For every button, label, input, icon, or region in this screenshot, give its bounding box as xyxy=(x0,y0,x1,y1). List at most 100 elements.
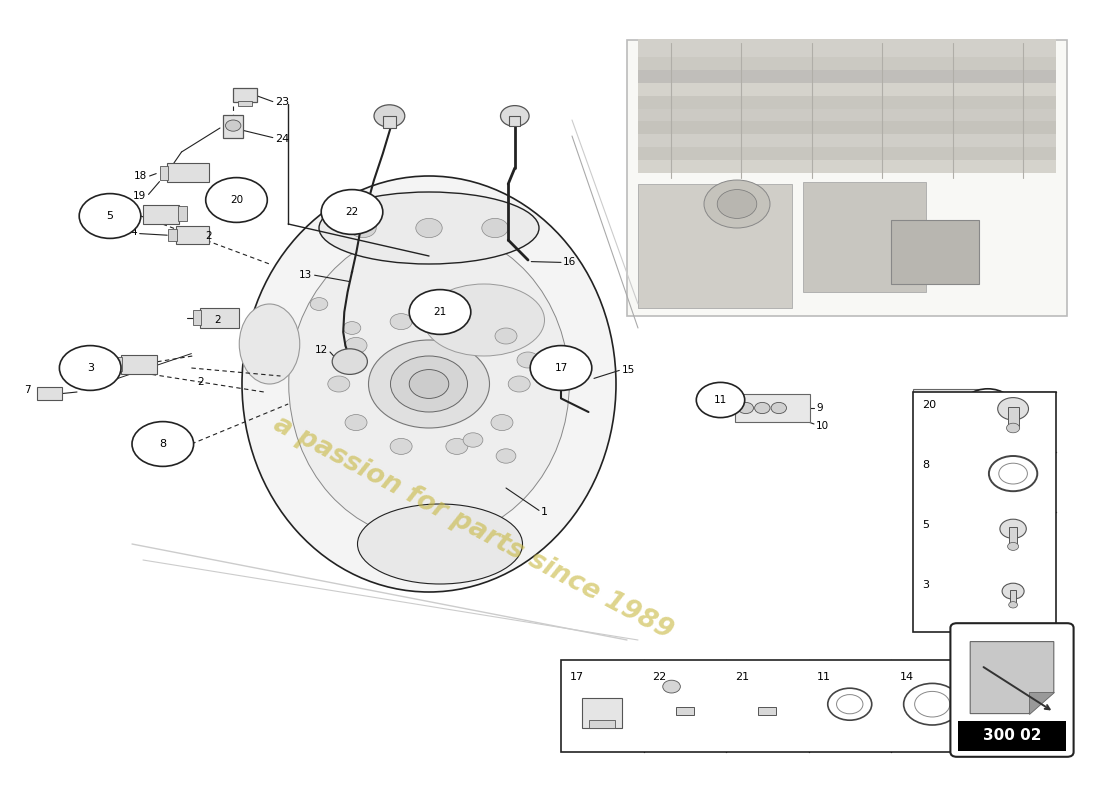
Circle shape xyxy=(482,218,508,238)
Bar xyxy=(803,182,926,292)
Ellipse shape xyxy=(288,228,570,540)
Bar xyxy=(1009,527,1018,546)
Circle shape xyxy=(1000,519,1026,538)
Text: 19: 19 xyxy=(133,191,146,201)
Bar xyxy=(37,387,62,400)
Text: 3: 3 xyxy=(87,363,94,373)
Circle shape xyxy=(350,218,376,238)
Text: 3: 3 xyxy=(922,580,928,590)
Circle shape xyxy=(409,290,471,334)
Circle shape xyxy=(530,346,592,390)
Circle shape xyxy=(696,382,745,418)
Circle shape xyxy=(368,340,490,428)
Bar xyxy=(121,355,157,374)
Ellipse shape xyxy=(424,284,544,356)
Text: 10: 10 xyxy=(816,421,829,430)
Bar xyxy=(638,117,1056,134)
Bar xyxy=(638,130,1056,147)
Circle shape xyxy=(836,694,864,714)
Text: 17: 17 xyxy=(570,672,584,682)
Text: 2: 2 xyxy=(197,378,204,387)
Bar xyxy=(113,357,122,371)
Bar xyxy=(675,707,693,715)
Bar xyxy=(223,115,243,138)
Circle shape xyxy=(446,314,468,330)
Text: 21: 21 xyxy=(735,672,749,682)
Bar xyxy=(638,39,1056,57)
Circle shape xyxy=(374,105,405,127)
Circle shape xyxy=(390,438,412,454)
Bar xyxy=(913,389,981,427)
Circle shape xyxy=(1008,542,1019,550)
Bar xyxy=(168,229,177,241)
Bar xyxy=(638,155,1056,173)
Circle shape xyxy=(328,376,350,392)
Circle shape xyxy=(59,346,121,390)
Bar xyxy=(160,166,168,180)
Text: 7: 7 xyxy=(24,385,31,394)
Text: 2: 2 xyxy=(206,231,212,241)
Bar xyxy=(233,88,257,102)
Bar xyxy=(638,184,792,308)
Polygon shape xyxy=(1028,692,1054,714)
Text: 20: 20 xyxy=(230,195,243,205)
Circle shape xyxy=(390,356,468,412)
Circle shape xyxy=(416,218,442,238)
FancyBboxPatch shape xyxy=(950,623,1074,757)
Text: 15: 15 xyxy=(621,366,635,375)
Text: 11: 11 xyxy=(714,395,727,405)
Circle shape xyxy=(79,194,141,238)
Text: 12: 12 xyxy=(315,345,328,354)
Bar xyxy=(176,226,209,244)
Circle shape xyxy=(998,398,1028,420)
Ellipse shape xyxy=(358,504,522,584)
Circle shape xyxy=(491,414,513,430)
Circle shape xyxy=(332,349,367,374)
Circle shape xyxy=(132,422,194,466)
Text: 18: 18 xyxy=(134,171,147,181)
Text: 5: 5 xyxy=(107,211,113,221)
Text: 22: 22 xyxy=(345,207,359,217)
Text: 17: 17 xyxy=(554,363,568,373)
Circle shape xyxy=(390,314,412,330)
Circle shape xyxy=(491,338,513,354)
Text: 16: 16 xyxy=(563,258,576,267)
Bar xyxy=(583,698,623,728)
Circle shape xyxy=(755,402,770,414)
Circle shape xyxy=(999,463,1027,484)
Circle shape xyxy=(500,106,529,126)
Text: 13: 13 xyxy=(299,270,312,280)
Circle shape xyxy=(517,352,539,368)
Text: 8: 8 xyxy=(922,460,928,470)
Bar xyxy=(638,91,1056,109)
Text: 20: 20 xyxy=(922,400,936,410)
Ellipse shape xyxy=(242,176,616,592)
Circle shape xyxy=(345,414,367,430)
Text: 6: 6 xyxy=(92,379,99,389)
Text: 23: 23 xyxy=(275,98,289,107)
Text: 2: 2 xyxy=(921,402,927,411)
Text: 22: 22 xyxy=(652,672,667,682)
Circle shape xyxy=(1002,583,1024,599)
Circle shape xyxy=(345,338,367,354)
Circle shape xyxy=(738,402,754,414)
Bar xyxy=(383,116,396,128)
Circle shape xyxy=(704,180,770,228)
Text: 14: 14 xyxy=(900,672,914,682)
Bar xyxy=(759,707,777,715)
Text: 5: 5 xyxy=(922,520,928,530)
Bar xyxy=(143,205,179,224)
Text: 1: 1 xyxy=(541,507,548,517)
Bar xyxy=(561,660,974,752)
Circle shape xyxy=(343,322,361,334)
Bar xyxy=(192,310,201,325)
Circle shape xyxy=(989,456,1037,491)
Bar xyxy=(509,116,520,126)
Circle shape xyxy=(771,402,786,414)
Text: 21: 21 xyxy=(433,307,447,317)
Circle shape xyxy=(662,680,680,693)
Text: 11: 11 xyxy=(817,672,832,682)
Bar xyxy=(958,721,1066,751)
Bar xyxy=(200,308,239,328)
Bar xyxy=(627,40,1067,316)
